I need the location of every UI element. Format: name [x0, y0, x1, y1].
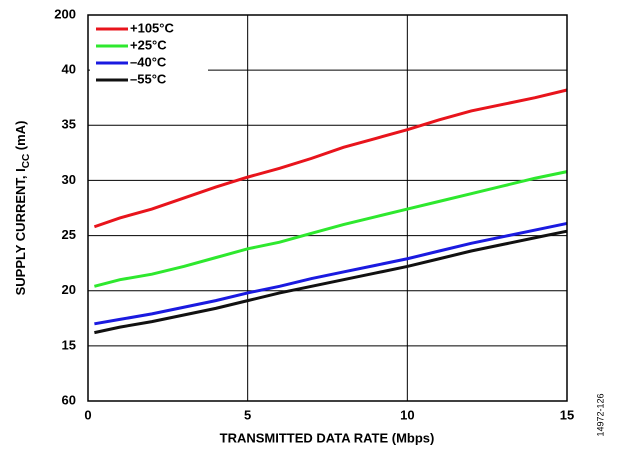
y-tick-label: 25: [62, 227, 76, 242]
y-tick-label: 35: [62, 117, 76, 132]
legend-label: –55°C: [130, 71, 167, 86]
x-tick-label: 5: [244, 407, 251, 422]
legend-label: –40°C: [130, 54, 167, 69]
y-axis-label-subscript: CC: [21, 154, 32, 168]
x-axis-label: TRANSMITTED DATA RATE (Mbps): [220, 430, 435, 445]
figure-id: 14972-126: [595, 393, 605, 436]
plot-frame: [87, 14, 568, 402]
y-tick-label: 30: [62, 172, 76, 187]
x-tick-label: 10: [400, 407, 414, 422]
y-tick-label: 40: [62, 62, 76, 77]
y-tick-label: 60: [62, 392, 76, 407]
y-tick-label: 20: [62, 282, 76, 297]
series-line: [93, 88, 568, 229]
y-axis-label-main: SUPPLY CURRENT, I: [13, 168, 28, 295]
x-tick-label: 0: [84, 407, 91, 422]
series-line: [94, 221, 568, 326]
legend-label: +105°C: [130, 20, 174, 35]
series-line: [94, 170, 568, 288]
y-tick-label: 15: [62, 337, 76, 352]
y-tick-label: 200: [54, 6, 76, 21]
legend: +105°C +25°C –40°C –55°C: [90, 17, 208, 89]
legend-label: +25°C: [130, 37, 167, 52]
y-axis-label-unit: (mA): [13, 121, 28, 154]
x-tick-label: 15: [560, 407, 574, 422]
y-axis-label: SUPPLY CURRENT, ICC (mA): [13, 121, 31, 296]
series-line: [94, 229, 568, 335]
